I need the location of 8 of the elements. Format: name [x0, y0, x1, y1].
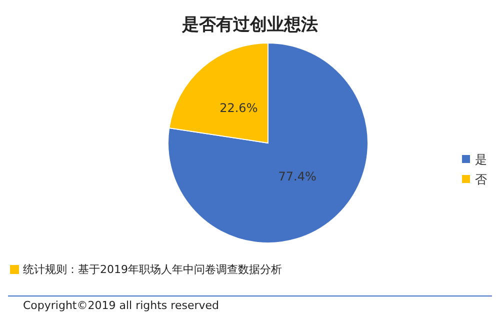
data-label: 22.6%: [220, 101, 258, 116]
legend-label: 是: [475, 152, 487, 166]
text: Copyright©2019 all rights reserved: [23, 299, 219, 312]
text: 统计规则：基于2019年职场人年中问卷调查数据分析: [23, 263, 282, 276]
pie-slice: [168, 42, 368, 244]
legend-label: 否: [475, 172, 487, 186]
chart-title: 是否有过创业想法: [181, 15, 318, 35]
data-label: 77.4%: [278, 169, 316, 184]
